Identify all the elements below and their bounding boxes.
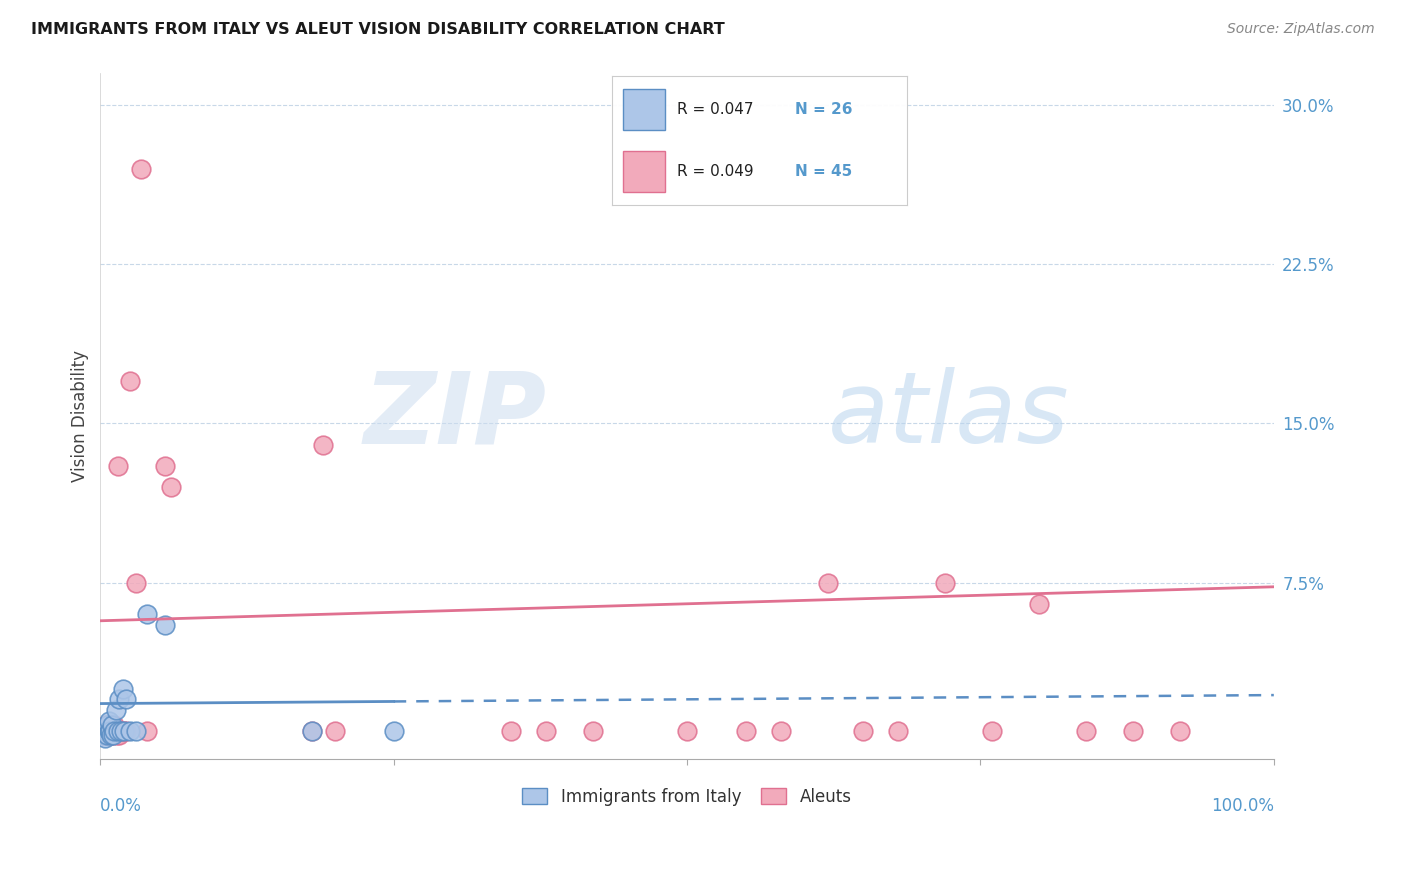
Point <box>96 724 118 739</box>
Text: 0.0%: 0.0% <box>100 797 142 814</box>
Text: ZIP: ZIP <box>363 368 547 465</box>
Point <box>115 724 138 739</box>
Point <box>101 724 124 739</box>
Point <box>98 724 121 739</box>
Point <box>96 718 118 732</box>
Point <box>97 724 120 739</box>
Point <box>499 724 522 739</box>
Point <box>124 575 146 590</box>
Point <box>96 724 118 739</box>
Point <box>91 724 114 739</box>
Point <box>98 718 121 732</box>
Point <box>582 724 605 739</box>
Point <box>817 575 839 590</box>
Text: N = 26: N = 26 <box>794 102 852 117</box>
Point <box>97 728 120 742</box>
Point <box>301 724 323 739</box>
Point <box>734 724 756 739</box>
Point <box>103 718 125 732</box>
Point <box>136 724 159 739</box>
Point <box>981 724 1004 739</box>
Point <box>536 724 558 739</box>
Point <box>107 458 129 473</box>
Point <box>93 728 115 742</box>
Point <box>93 728 115 742</box>
Point <box>323 724 346 739</box>
Point <box>769 724 792 739</box>
Point <box>1074 724 1097 739</box>
Text: Source: ZipAtlas.com: Source: ZipAtlas.com <box>1227 22 1375 37</box>
Point <box>103 728 125 742</box>
Point <box>103 724 125 739</box>
Point <box>112 724 135 739</box>
Point <box>110 724 132 739</box>
Point <box>108 728 131 742</box>
Point <box>1168 724 1191 739</box>
Point <box>118 724 141 739</box>
Bar <box>623 151 665 193</box>
Y-axis label: Vision Disability: Vision Disability <box>72 350 89 482</box>
Point <box>94 724 117 739</box>
Point <box>96 728 118 742</box>
Point <box>118 374 141 388</box>
Point <box>107 724 129 739</box>
Point <box>934 575 956 590</box>
Point <box>112 724 135 739</box>
Point <box>91 724 114 739</box>
Point <box>110 724 132 739</box>
Point <box>107 724 129 739</box>
Point <box>96 718 118 732</box>
Point <box>312 437 335 451</box>
Bar <box>623 88 665 130</box>
Text: N = 45: N = 45 <box>794 164 852 179</box>
Point <box>676 724 699 739</box>
Point <box>301 724 323 739</box>
Point <box>153 618 176 632</box>
Point <box>108 692 131 706</box>
Point <box>104 724 127 739</box>
Point <box>97 714 120 728</box>
Point <box>103 728 125 742</box>
Text: R = 0.047: R = 0.047 <box>676 102 754 117</box>
Point <box>136 607 159 622</box>
Point <box>100 728 122 742</box>
Point <box>159 480 181 494</box>
Point <box>111 681 134 696</box>
Point <box>153 458 176 473</box>
Text: IMMIGRANTS FROM ITALY VS ALEUT VISION DISABILITY CORRELATION CHART: IMMIGRANTS FROM ITALY VS ALEUT VISION DI… <box>31 22 724 37</box>
Text: R = 0.049: R = 0.049 <box>676 164 754 179</box>
Point <box>852 724 875 739</box>
Point <box>115 692 138 706</box>
Point <box>1122 724 1144 739</box>
Point <box>382 724 405 739</box>
Text: 100.0%: 100.0% <box>1211 797 1274 814</box>
Point <box>100 728 122 742</box>
Point <box>887 724 910 739</box>
Point <box>101 718 124 732</box>
Point <box>131 161 153 176</box>
Point <box>94 731 117 745</box>
Point <box>1028 597 1050 611</box>
Point <box>105 728 128 742</box>
Point <box>98 724 121 739</box>
Point <box>96 728 118 742</box>
Legend: Immigrants from Italy, Aleuts: Immigrants from Italy, Aleuts <box>516 780 858 813</box>
Point <box>104 703 127 717</box>
Point <box>124 724 146 739</box>
Text: atlas: atlas <box>828 368 1070 465</box>
